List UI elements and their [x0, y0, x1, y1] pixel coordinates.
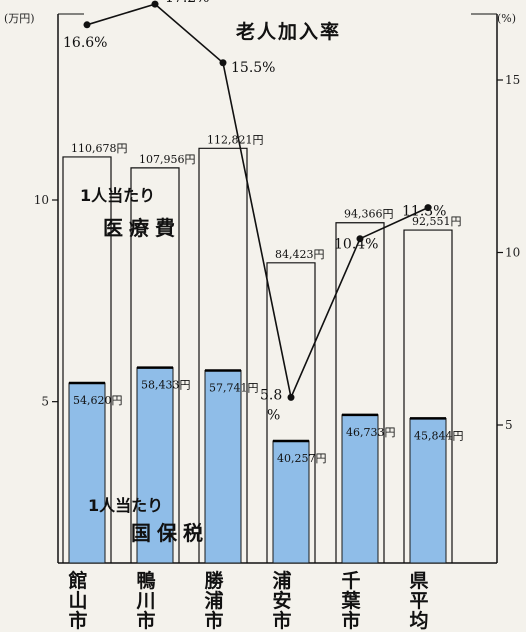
- medical-cost-outline: [198, 147, 248, 563]
- category-label-char: 浦: [204, 589, 223, 612]
- medical-cost-label: 94,366円: [344, 208, 394, 221]
- tax-label: 58,433円: [141, 379, 191, 392]
- medical-cost-label: 112,821円: [207, 133, 264, 146]
- category-label-char: 千: [341, 570, 360, 592]
- medical-cost-outline: [266, 262, 316, 563]
- tax-label: 45,844円: [414, 429, 464, 442]
- tax-label: 46,733円: [346, 426, 396, 439]
- category-label-char: 山: [68, 590, 87, 612]
- medical-cost-label: 84,423円: [275, 248, 325, 261]
- tax-bar: [136, 367, 174, 564]
- tax-annotation-line2: 国保税: [131, 521, 209, 545]
- tax-annotation-line1: 1人当たり: [88, 496, 163, 515]
- category-label-char: 市: [136, 609, 155, 632]
- elderly-rate-label: 5.8: [260, 387, 282, 403]
- elderly-rate-point: [151, 0, 159, 8]
- elderly-rate-label: 15.5%: [231, 60, 275, 76]
- category-label-char: 県: [409, 570, 428, 592]
- left-tick-label-5: 5: [41, 395, 49, 409]
- right-tick-label-5: 5: [505, 418, 513, 432]
- category-label-char: 葉: [340, 590, 361, 612]
- chart-title: 老人加入率: [236, 20, 341, 43]
- elderly-rate-line: [86, 3, 429, 401]
- elderly-rate-point: [424, 204, 432, 212]
- category-label-char: 市: [68, 609, 87, 632]
- tax-label: 57,741円: [209, 381, 259, 394]
- tax-bar: [341, 414, 379, 564]
- tax-bar: [68, 382, 106, 564]
- tax-bar: [204, 369, 242, 564]
- elderly-rate-point: [287, 393, 295, 401]
- medical-cost-label: 92,551円: [412, 215, 462, 228]
- right-unit-label: (%): [497, 12, 516, 25]
- category-label-char: 市: [341, 609, 360, 632]
- medical-cost-outline: [403, 229, 453, 563]
- category-label-char: 鴨: [136, 569, 155, 592]
- medical-cost-label: 107,956円: [139, 153, 196, 166]
- elderly-rate-label: 16.6%: [63, 35, 107, 51]
- left-unit-label: (万円): [4, 12, 35, 25]
- medical-annotation-line2: 医療費: [103, 216, 181, 240]
- elderly-rate-point: [219, 59, 227, 67]
- category-label-char: 安: [272, 589, 291, 612]
- category-label-char: 均: [409, 609, 428, 632]
- category-label-char: 平: [409, 590, 428, 612]
- elderly-rate-label: 17.2%: [165, 0, 209, 6]
- tax-bar: [272, 440, 310, 564]
- elderly-rate-point: [83, 21, 91, 29]
- category-label-char: 市: [204, 609, 223, 632]
- medical-cost-outline: [130, 167, 180, 563]
- right-tick-label-10: 10: [505, 246, 520, 260]
- medical-cost-label: 110,678円: [71, 142, 128, 155]
- elderly-rate-point: [356, 235, 364, 243]
- elderly-rate-label-unit: %: [267, 407, 280, 423]
- right-tick-label-15: 15: [505, 73, 520, 87]
- category-label-char: 市: [272, 609, 291, 632]
- left-tick-label-10: 10: [34, 193, 49, 207]
- category-label-char: 勝: [204, 569, 224, 592]
- category-label-char: 館: [68, 569, 87, 592]
- tax-label: 40,257円: [277, 452, 327, 465]
- medical-cost-outline: [335, 222, 385, 563]
- elderly-rate-label: 11.3%: [402, 204, 446, 220]
- medical-annotation-line1: 1人当たり: [80, 186, 155, 205]
- elderly-rate-label: 10.4%: [334, 237, 378, 253]
- category-label-char: 川: [135, 590, 155, 612]
- medical-cost-outline: [62, 156, 112, 563]
- tax-label: 54,620円: [73, 394, 123, 407]
- category-label-char: 浦: [272, 569, 291, 592]
